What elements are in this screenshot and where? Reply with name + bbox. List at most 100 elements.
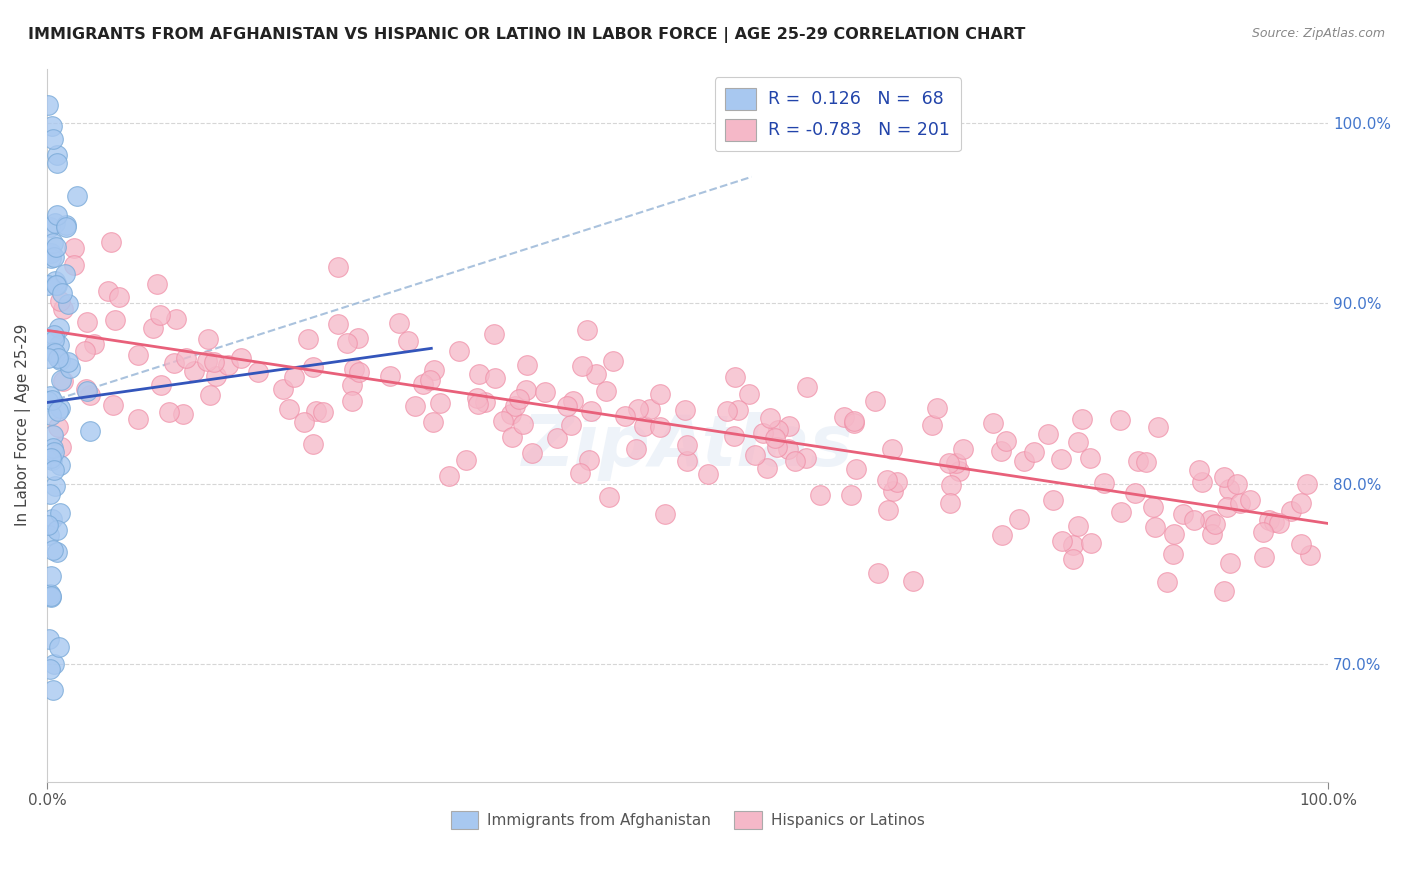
Point [37,277,59,292]
Point [347,331,370,345]
Point [723,429,745,443]
Point [128,412,150,426]
Point [579,404,602,418]
Point [1213,584,1236,599]
Point [76,384,98,398]
Point [1080,536,1102,550]
Point [555,399,578,413]
Point [1239,492,1261,507]
Point [49,401,72,415]
Point [127,348,149,362]
Point [217,359,239,373]
Text: Source: ZipAtlas.com: Source: ZipAtlas.com [1251,27,1385,40]
Point [292,415,315,429]
Point [990,444,1012,458]
Point [198,388,221,402]
Point [808,488,831,502]
Point [1251,524,1274,539]
Point [340,394,363,409]
Point [766,440,789,454]
Point [515,383,537,397]
Point [1171,508,1194,522]
Point [39,590,62,604]
Point [37,517,59,532]
Point [326,317,349,331]
Point [534,385,557,400]
Point [44,463,66,477]
Point [246,365,269,379]
Point [41,543,63,558]
Point [561,394,583,409]
Point [229,351,252,365]
Point [297,332,319,346]
Point [716,404,738,418]
Point [39,662,62,676]
Point [396,334,419,348]
Point [1188,463,1211,477]
Point [41,428,63,442]
Point [49,294,72,309]
Point [283,370,305,384]
Point [56,297,79,311]
Point [41,511,63,525]
Point [1268,516,1291,531]
Point [1295,476,1317,491]
Point [1204,517,1226,532]
Point [1062,538,1084,552]
Point [46,277,69,292]
Point [37,97,59,112]
Point [46,156,69,170]
Point [326,260,349,274]
Point [571,359,593,373]
Point [195,354,218,368]
Point [48,338,70,352]
Point [37,393,59,408]
Point [302,360,325,375]
Point [63,258,86,272]
Point [578,453,600,467]
Point [1050,451,1073,466]
Point [783,454,806,468]
Point [1226,476,1249,491]
Point [142,321,165,335]
Point [1263,515,1285,529]
Point [650,419,672,434]
Point [41,392,63,407]
Point [340,377,363,392]
Point [727,403,749,417]
Point [503,399,526,413]
Point [1142,500,1164,515]
Point [756,461,779,475]
Point [42,657,65,671]
Point [41,344,63,359]
Point [650,387,672,401]
Point [100,235,122,250]
Point [1156,575,1178,590]
Point [1218,482,1240,496]
Point [41,119,63,133]
Point [1184,513,1206,527]
Point [602,353,624,368]
Point [1036,427,1059,442]
Point [45,208,67,222]
Point [575,323,598,337]
Point [51,286,73,301]
Point [1109,413,1132,427]
Point [48,640,70,654]
Point [79,424,101,438]
Point [172,407,194,421]
Point [1123,486,1146,500]
Point [654,507,676,521]
Point [759,410,782,425]
Point [876,473,898,487]
Point [55,218,77,232]
Point [183,364,205,378]
Point [1299,548,1322,562]
Point [991,528,1014,542]
Point [278,402,301,417]
Point [423,363,446,377]
Point [876,503,898,517]
Point [44,479,66,493]
Point [614,409,637,423]
Point [97,285,120,299]
